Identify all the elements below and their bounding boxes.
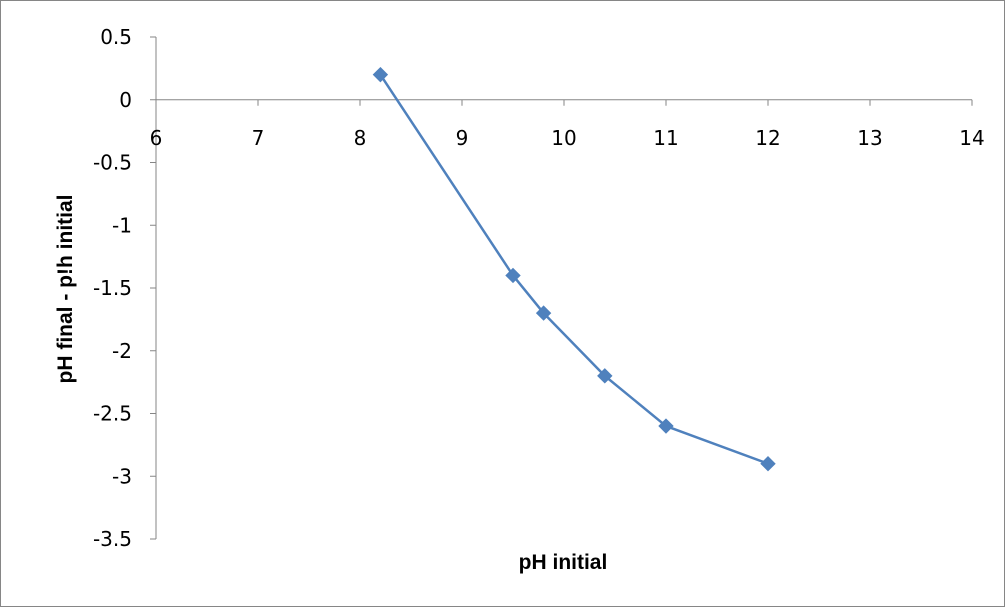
data-point-marker — [760, 455, 776, 472]
y-tick-label: -1 — [112, 213, 132, 237]
series-layer — [372, 66, 776, 472]
x-tick-label: 13 — [857, 126, 882, 150]
y-tick-label: -3.5 — [93, 527, 132, 551]
x-tick-label: 6 — [150, 126, 163, 150]
y-tick-label: -0.5 — [93, 151, 132, 175]
y-tick-label: -1.5 — [93, 276, 132, 300]
x-ticks: 6 7 8 9 10 11 12 13 14 — [150, 99, 985, 150]
axes — [155, 37, 972, 539]
x-tick-label: 9 — [456, 126, 469, 150]
y-tick-label: 0.5 — [100, 25, 132, 49]
x-tick-label: 10 — [551, 126, 576, 150]
data-point-marker — [597, 368, 613, 384]
x-axis-title: pH initial — [519, 551, 608, 574]
y-tick-label: -2 — [112, 339, 132, 363]
y-tick-label: 0 — [119, 88, 132, 112]
x-tick-label: 7 — [252, 126, 265, 150]
series-line — [379, 73, 769, 465]
data-point-marker — [505, 267, 521, 284]
data-point-marker — [535, 305, 552, 321]
x-tick-label: 11 — [653, 126, 678, 150]
x-tick-label: 12 — [755, 126, 780, 150]
data-point-marker — [372, 66, 389, 83]
x-tick-label: 8 — [354, 126, 367, 150]
x-tick-label: 14 — [959, 126, 984, 150]
y-tick-label: -3 — [112, 464, 132, 488]
y-axis-title: pH final - p!h initial — [54, 195, 77, 384]
data-point-marker — [658, 418, 674, 434]
y-ticks: 0.5 0 -0.5 -1 -1.5 -2 -2.5 -3 -3.5 — [93, 25, 156, 551]
y-tick-label: -2.5 — [93, 402, 132, 426]
